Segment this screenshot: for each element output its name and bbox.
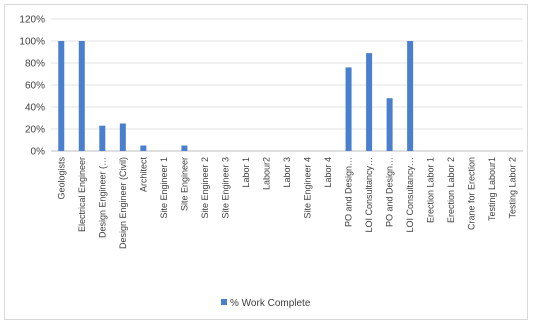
bar [345,67,352,151]
x-tick-label: PO and Design… [385,157,395,227]
x-tick-label: Geologists [56,157,66,200]
legend-label: % Work Complete [230,298,311,309]
gridlines [51,18,523,152]
y-tick-label: 20% [25,125,45,136]
x-tick-label: Erection Labor 1 [426,157,436,223]
bar-chart: 0% 20% 40% 60% 80% 100% 120% Geologists Electri… [19,15,523,309]
x-tick-label: Erection Labor 2 [446,157,456,223]
legend: % Work Complete [221,298,311,309]
x-tick-label: Crane for Erection [467,157,477,230]
x-tick-label: PO and Design… [344,157,354,227]
x-tick-label: Testing Labor 2 [508,157,518,219]
bar [140,145,147,151]
x-axis-ticks: Geologists Electrical Engineer Design Engi… [56,157,517,250]
bar [99,125,106,151]
y-tick-label: 120% [19,15,45,26]
legend-swatch [221,299,227,305]
x-tick-label: Site Engineer [179,157,189,211]
x-tick-label: Labour2 [261,157,271,190]
bar [407,41,414,151]
bar [366,53,373,151]
bar [181,145,188,151]
bar [386,98,393,151]
x-tick-label: LOI Consultancy… [405,157,415,233]
x-tick-label: Site Engineer 4 [303,157,313,219]
x-tick-label: Testing Labour1 [487,157,497,221]
x-tick-label: Design Engineer (… [97,157,107,238]
x-tick-label: LOI Consultancy… [364,157,374,233]
x-tick-label: Labor 3 [282,157,292,188]
bar [119,123,126,151]
x-tick-label: Site Engineer 1 [159,157,169,219]
x-tick-label: Site Engineer 3 [220,157,230,219]
x-tick-label: Electrical Engineer [77,157,87,232]
y-tick-label: 60% [25,81,45,92]
y-tick-label: 100% [19,37,45,48]
y-tick-label: 0% [31,147,46,158]
chart-frame: 0% 20% 40% 60% 80% 100% 120% Geologists Electri… [4,4,528,320]
x-tick-label: Labor 1 [241,157,251,188]
y-tick-label: 40% [25,103,45,114]
x-tick-label: Design Engineer (Civil) [118,157,128,249]
bars [58,41,414,151]
bar [78,41,85,151]
x-tick-label: Site Engineer 2 [200,157,210,219]
bar [58,41,65,151]
x-tick-label: Architect [138,157,148,193]
y-tick-label: 80% [25,59,45,70]
y-axis-ticks: 0% 20% 40% 60% 80% 100% 120% [19,15,45,158]
x-tick-label: Labor 4 [323,157,333,188]
